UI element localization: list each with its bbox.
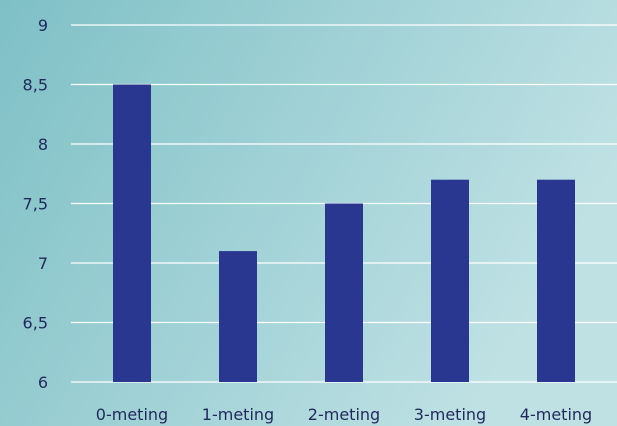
x-tick-label: 2-meting — [308, 405, 380, 424]
y-tick-label: 8,5 — [23, 76, 48, 95]
bar-3-meting — [431, 179, 469, 382]
y-tick-label: 6 — [38, 373, 48, 392]
y-tick-label: 8 — [38, 135, 48, 154]
y-tick-label: 7 — [38, 254, 48, 273]
y-tick-label: 6,5 — [23, 314, 48, 333]
x-tick-label: 3-meting — [414, 405, 486, 424]
x-tick-label: 4-meting — [520, 405, 592, 424]
bar-4-meting — [537, 179, 575, 382]
y-tick-label: 7,5 — [23, 195, 48, 214]
bar-1-meting — [219, 251, 257, 382]
x-tick-label: 0-meting — [96, 405, 168, 424]
y-tick-label: 9 — [38, 16, 48, 35]
x-axis: 0-meting 1-meting 2-meting 3-meting 4-meting — [96, 405, 592, 424]
y-axis: 6 6,5 7 7,5 8 8,5 9 — [23, 16, 48, 392]
x-tick-label: 1-meting — [202, 405, 274, 424]
bar-0-meting — [113, 84, 151, 382]
bars — [113, 84, 575, 382]
bar-2-meting — [325, 203, 363, 382]
